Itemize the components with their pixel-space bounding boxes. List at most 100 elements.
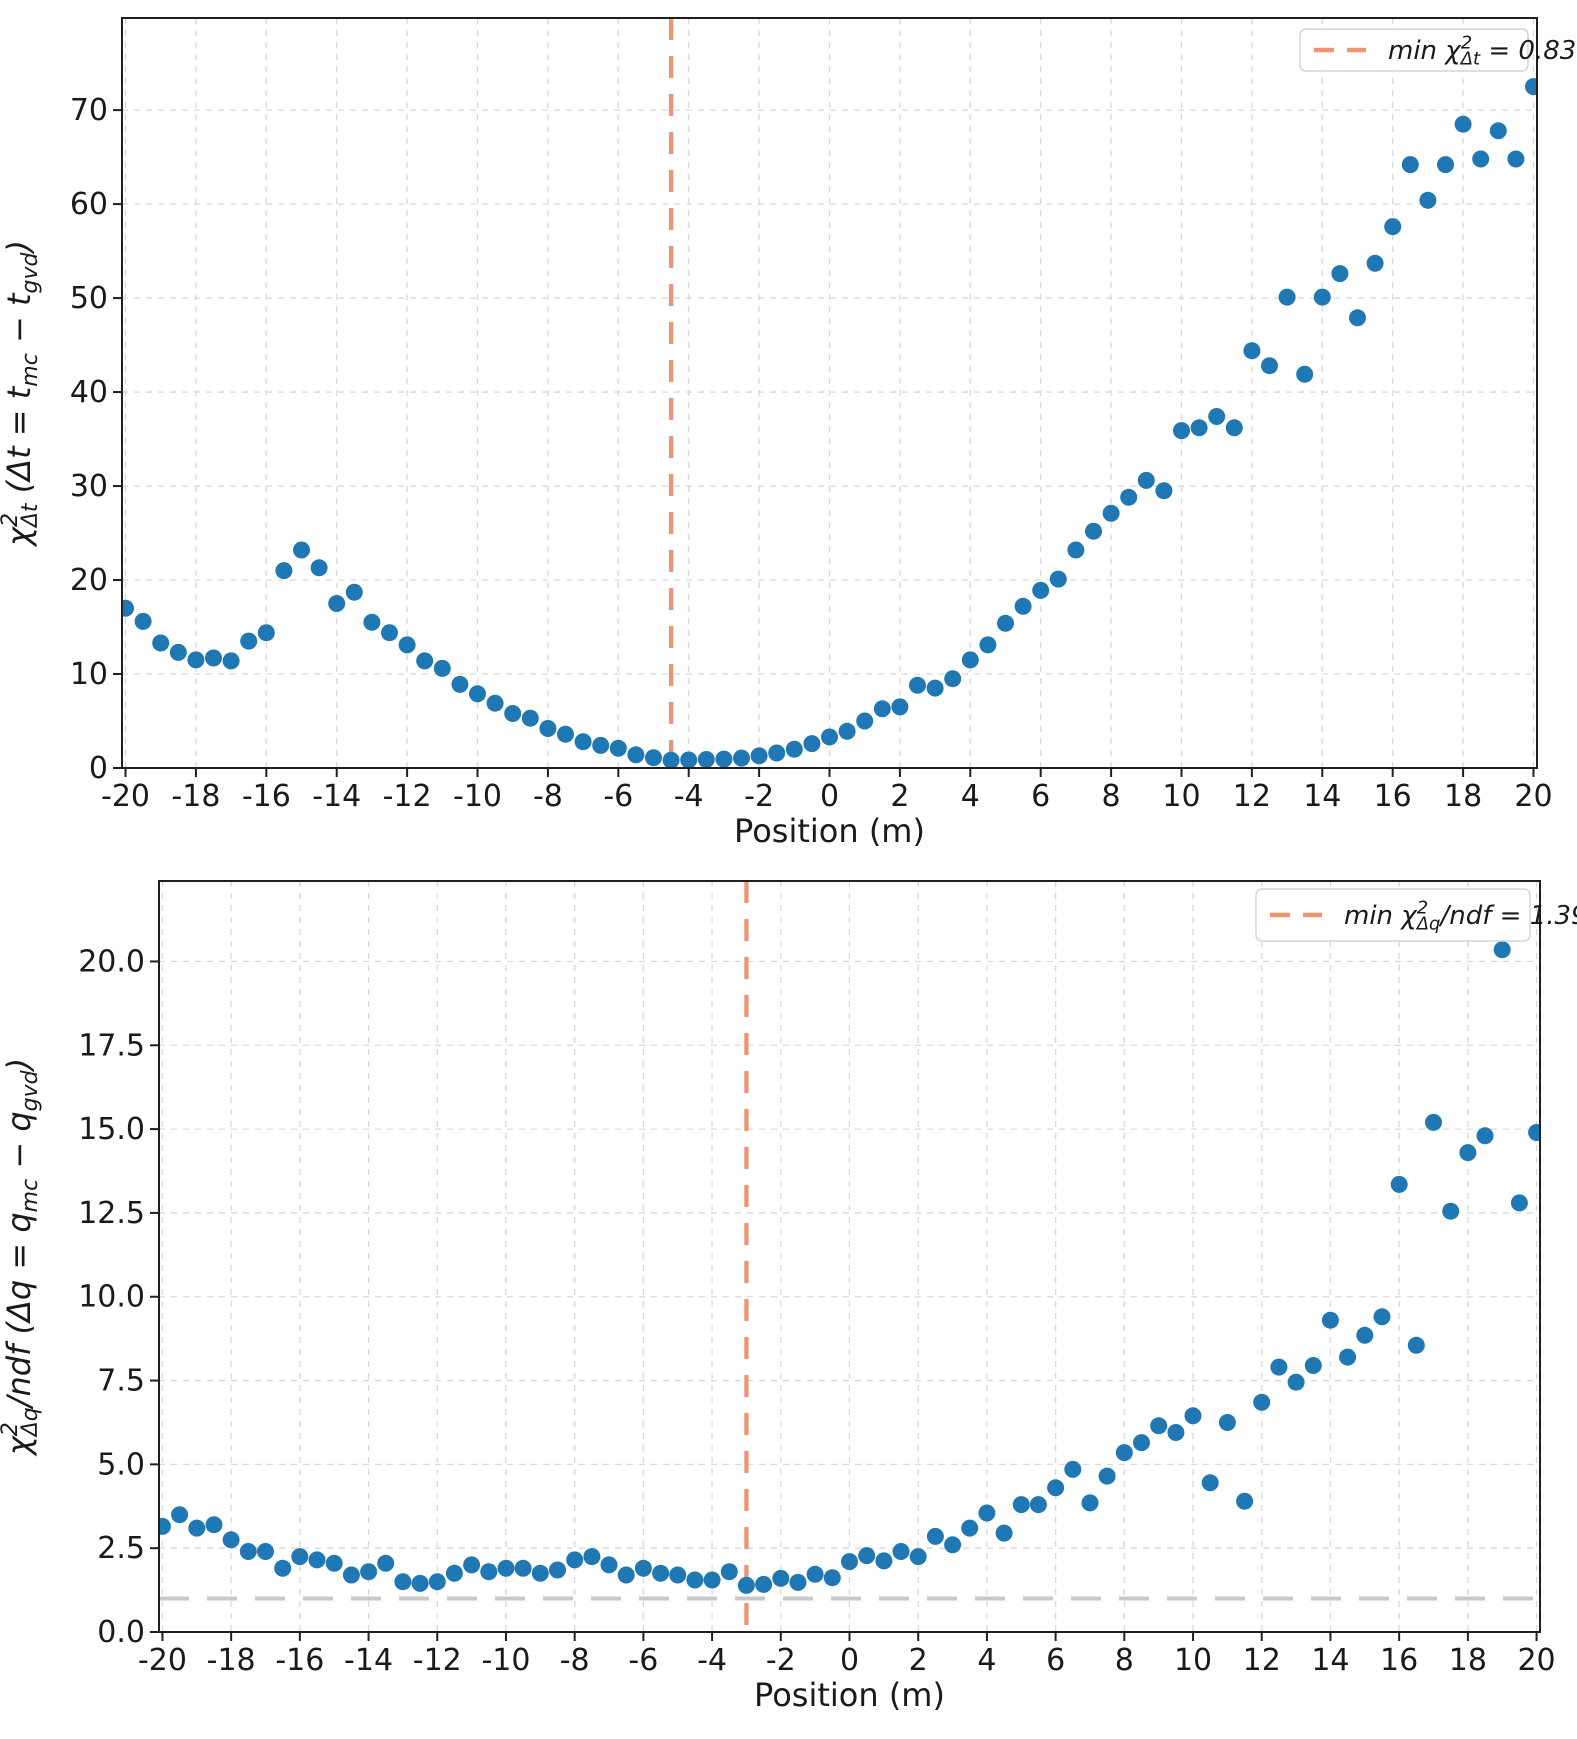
data-point <box>1049 570 1067 588</box>
data-point <box>785 740 803 758</box>
data-point <box>416 652 434 670</box>
data-point <box>600 1556 618 1574</box>
data-point <box>1425 1113 1442 1131</box>
svg-text:-4: -4 <box>674 779 704 814</box>
data-point <box>122 599 134 617</box>
svg-text:-14: -14 <box>344 1643 393 1678</box>
data-point <box>1528 1124 1540 1141</box>
data-point <box>609 739 627 757</box>
data-point <box>1331 265 1349 283</box>
data-point <box>858 1547 876 1565</box>
svg-text:8: 8 <box>1115 1643 1134 1678</box>
svg-text:-18: -18 <box>171 779 220 814</box>
svg-text:-12: -12 <box>413 1643 462 1678</box>
data-point <box>1012 1496 1030 1514</box>
data-point <box>1253 1393 1271 1411</box>
data-point <box>875 1552 893 1570</box>
data-point <box>257 624 275 642</box>
x-axis-label: Position (m) <box>754 1676 945 1714</box>
data-point <box>926 1527 944 1545</box>
data-point <box>1507 150 1525 168</box>
data-point <box>274 1559 292 1577</box>
data-point <box>1098 1467 1116 1485</box>
svg-text:2: 2 <box>909 1643 928 1678</box>
svg-text:14: 14 <box>1303 779 1341 814</box>
data-point <box>342 1566 360 1584</box>
data-point <box>451 675 469 693</box>
data-point <box>1442 1202 1460 1220</box>
data-point <box>275 562 293 580</box>
svg-text:10: 10 <box>1162 779 1200 814</box>
data-point <box>308 1551 326 1569</box>
data-point <box>240 632 258 650</box>
data-point <box>1510 1194 1528 1212</box>
data-point <box>1067 541 1085 559</box>
data-point <box>1032 581 1050 599</box>
svg-text:2: 2 <box>890 779 909 814</box>
data-point <box>463 1556 481 1574</box>
data-point <box>961 651 979 669</box>
svg-text:12: 12 <box>1233 779 1271 814</box>
data-point <box>823 1569 841 1587</box>
data-point <box>433 659 451 677</box>
tick-labels: -20 -18 -16 -14 -12 -10 -8 -6 -4 -2 0 2 4 6 8 10 12 14 16 1… <box>78 944 1555 1678</box>
svg-text:0: 0 <box>820 779 839 814</box>
data-point <box>222 652 240 670</box>
data-point <box>1304 1357 1322 1374</box>
data-point <box>891 698 909 716</box>
svg-text:10: 10 <box>1174 1643 1212 1678</box>
data-point <box>1373 1308 1391 1326</box>
data-point <box>1472 150 1490 168</box>
data-point <box>803 735 821 753</box>
data-point <box>979 636 997 654</box>
data-point <box>662 751 680 768</box>
data-point <box>1155 482 1173 500</box>
data-point <box>733 749 750 767</box>
svg-text:50: 50 <box>70 281 108 316</box>
data-point <box>1218 1414 1236 1431</box>
data-point <box>1120 488 1138 506</box>
svg-text:7.5: 7.5 <box>97 1364 145 1399</box>
data-point <box>1137 471 1155 489</box>
data-point <box>187 651 205 669</box>
data-point <box>1029 1496 1047 1514</box>
data-point <box>1236 1492 1254 1510</box>
data-point <box>1184 1407 1202 1425</box>
svg-text:18: 18 <box>1444 779 1482 814</box>
legend-box <box>1299 28 1529 72</box>
data-point <box>328 595 346 612</box>
data-point <box>1243 342 1261 360</box>
data-point <box>909 676 926 694</box>
data-point <box>504 705 522 722</box>
data-point <box>1173 422 1190 440</box>
data-point <box>715 750 733 768</box>
data-point <box>838 722 856 740</box>
data-point <box>363 613 381 631</box>
data-point <box>134 612 152 630</box>
data-point <box>652 1564 670 1582</box>
svg-text:-2: -2 <box>766 1643 796 1678</box>
data-point <box>205 649 222 667</box>
data-point <box>549 1561 566 1579</box>
data-point <box>377 1554 395 1572</box>
data-point <box>926 679 944 697</box>
data-point <box>574 733 592 751</box>
data-point <box>737 1576 755 1594</box>
y-axis-label: χ2Δt (Δt = tmc − tgvd) <box>0 240 43 548</box>
data-point <box>480 1563 498 1581</box>
data-point <box>1459 1144 1477 1162</box>
data-point <box>789 1573 807 1591</box>
svg-text:0: 0 <box>840 1643 859 1678</box>
svg-text:-8: -8 <box>533 779 563 814</box>
data-point <box>1064 1460 1082 1478</box>
svg-text:12: 12 <box>1243 1643 1281 1678</box>
data-point <box>381 624 398 642</box>
svg-text:6: 6 <box>1031 779 1050 814</box>
data-point <box>592 736 610 754</box>
data-point <box>566 1551 584 1569</box>
data-point <box>445 1564 463 1582</box>
svg-text:16: 16 <box>1380 1643 1418 1678</box>
data-point <box>521 709 539 727</box>
gridlines <box>122 18 1537 768</box>
